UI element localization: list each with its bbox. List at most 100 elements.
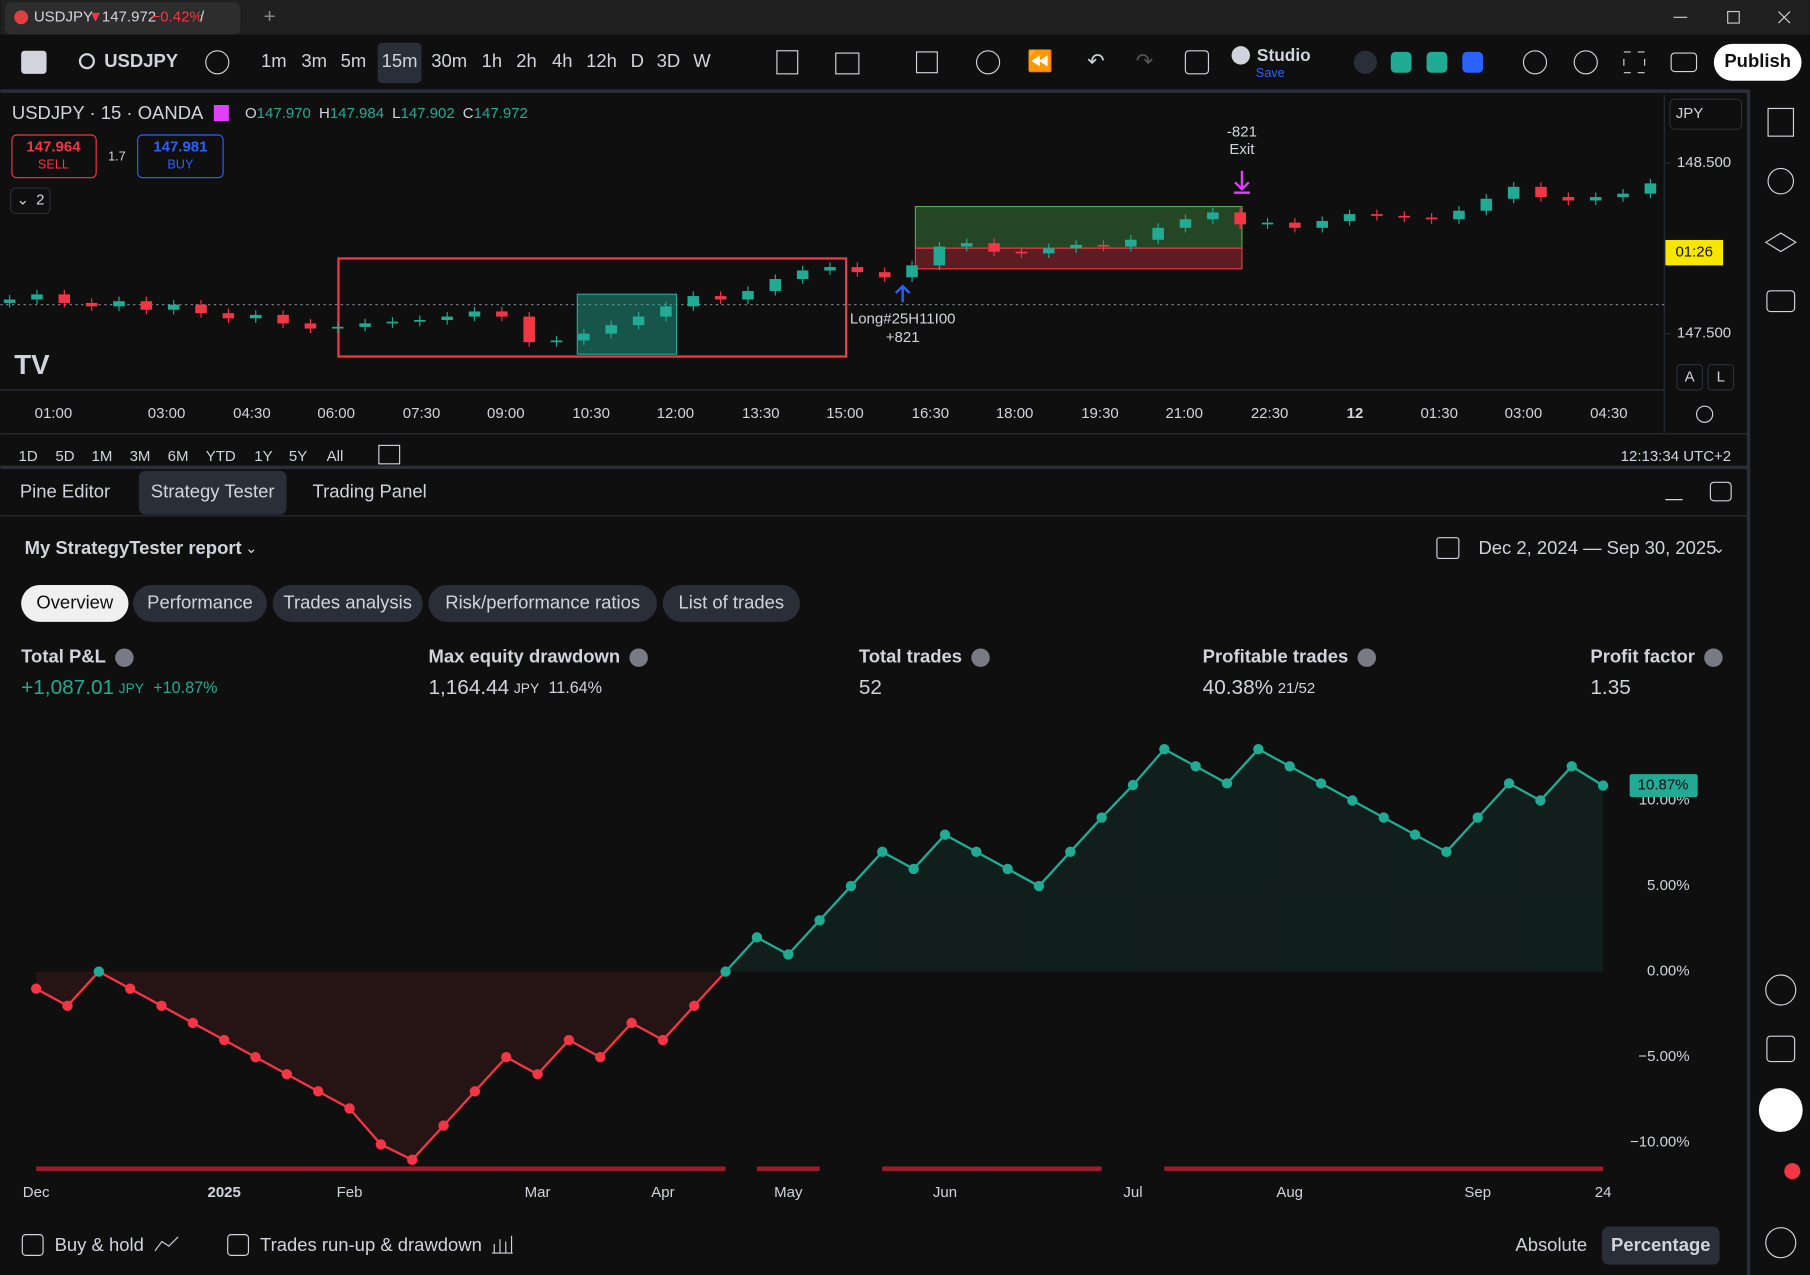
- buy-price[interactable]: 147.981: [153, 139, 207, 156]
- performance[interactable]: [1765, 974, 1797, 1006]
- runup[interactable]: Trades run-up & drawdown: [260, 1234, 482, 1255]
- active-tab-bg[interactable]: [138, 470, 287, 515]
- interval[interactable]: 30m: [431, 50, 467, 71]
- range-button[interactable]: 3M: [130, 448, 151, 465]
- calendar[interactable]: [1766, 1035, 1796, 1063]
- compare-button[interactable]: [205, 50, 230, 75]
- sell-label[interactable]: SELL: [38, 157, 69, 171]
- runup-checkbox[interactable]: [227, 1234, 250, 1256]
- sell-button[interactable]: [11, 134, 97, 179]
- toolbar-symbol[interactable]: USDJPY: [104, 50, 179, 71]
- layouts[interactable]: [915, 51, 938, 74]
- interval[interactable]: 2h: [516, 50, 537, 71]
- notifications[interactable]: [1784, 1163, 1801, 1180]
- maximize-panel[interactable]: [1709, 481, 1732, 502]
- interval[interactable]: 15m: [382, 50, 418, 71]
- buy-hold-checkbox[interactable]: [21, 1234, 44, 1256]
- range-button[interactable]: 6M: [168, 448, 189, 465]
- percentage[interactable]: Percentage: [1611, 1234, 1711, 1255]
- publish[interactable]: Publish: [1724, 50, 1791, 71]
- subtab[interactable]: Performance: [147, 591, 253, 612]
- help[interactable]: [1765, 1227, 1797, 1259]
- toggle-1[interactable]: [1390, 51, 1412, 73]
- interval[interactable]: 1m: [261, 50, 287, 71]
- subtab[interactable]: Risk/performance ratios: [445, 591, 640, 612]
- range-button[interactable]: 5D: [55, 448, 74, 465]
- alerts[interactable]: [1767, 167, 1795, 195]
- settings[interactable]: [1353, 50, 1377, 74]
- flag[interactable]: [213, 105, 229, 122]
- apps[interactable]: [1758, 1088, 1803, 1132]
- axis-settings[interactable]: [1695, 405, 1714, 423]
- interval[interactable]: 1h: [482, 50, 503, 71]
- info-icon[interactable]: [629, 648, 648, 667]
- subtab-bg[interactable]: [21, 585, 129, 622]
- info-icon[interactable]: [1704, 648, 1723, 667]
- subtab[interactable]: List of trades: [679, 591, 785, 612]
- buy-label[interactable]: BUY: [167, 157, 194, 171]
- info-icon[interactable]: [1357, 648, 1377, 667]
- interval[interactable]: 12h: [586, 50, 617, 71]
- log-label[interactable]: L: [1717, 368, 1725, 385]
- quick-search[interactable]: [1522, 50, 1548, 75]
- panel-tab[interactable]: Pine Editor: [20, 481, 110, 502]
- subtab-bg[interactable]: [133, 585, 267, 622]
- screenshot[interactable]: [1670, 52, 1698, 73]
- report-title[interactable]: My StrategyTester report: [25, 537, 242, 558]
- chart-type[interactable]: [776, 50, 799, 75]
- interval[interactable]: W: [693, 50, 711, 71]
- menu-logo[interactable]: [21, 50, 47, 74]
- settings-2[interactable]: [1573, 50, 1598, 75]
- toggle-2[interactable]: [1426, 51, 1448, 73]
- sell-price[interactable]: 147.964: [26, 139, 81, 156]
- subtab[interactable]: Overview: [36, 591, 114, 612]
- undo[interactable]: ↶: [1087, 50, 1104, 73]
- range-button[interactable]: 1M: [92, 448, 113, 465]
- studio[interactable]: Studio: [1257, 45, 1311, 65]
- range-button[interactable]: 1D: [18, 448, 37, 465]
- range-button[interactable]: All: [327, 448, 344, 465]
- tv-logo[interactable]: TV: [14, 349, 50, 380]
- subtab[interactable]: Trades analysis: [283, 591, 412, 612]
- buy-hold[interactable]: Buy & hold: [55, 1234, 144, 1255]
- interval[interactable]: 3m: [301, 50, 327, 71]
- subtab-bg[interactable]: [272, 585, 423, 622]
- currency-select[interactable]: [1669, 98, 1743, 130]
- subtab-bg[interactable]: [662, 585, 800, 622]
- range-button[interactable]: 1Y: [254, 448, 272, 465]
- rectangle-tool[interactable]: [1184, 50, 1210, 75]
- interval[interactable]: 3D: [657, 50, 681, 71]
- absolute[interactable]: Absolute: [1515, 1234, 1587, 1255]
- interval[interactable]: D: [631, 50, 644, 71]
- subtab-bg[interactable]: [428, 585, 657, 622]
- publish-button[interactable]: [1713, 43, 1802, 81]
- redo[interactable]: ↷: [1136, 50, 1153, 73]
- layers[interactable]: [1764, 232, 1797, 253]
- save[interactable]: Save: [1256, 66, 1285, 80]
- log-scale[interactable]: [1707, 364, 1735, 391]
- fullscreen[interactable]: [1623, 51, 1646, 74]
- date-range-icon[interactable]: [378, 444, 401, 465]
- range-button[interactable]: 5Y: [289, 448, 307, 465]
- indicators-count[interactable]: 2: [36, 192, 44, 209]
- toggle-3[interactable]: [1462, 51, 1484, 73]
- range-button[interactable]: YTD: [206, 448, 236, 465]
- interval[interactable]: 5m: [341, 50, 367, 71]
- browser-tab[interactable]: [5, 2, 241, 35]
- chat[interactable]: [1766, 290, 1796, 313]
- buy-button[interactable]: [137, 134, 224, 179]
- panel-tab[interactable]: Strategy Tester: [151, 481, 275, 502]
- percentage-button[interactable]: [1601, 1226, 1720, 1265]
- replay[interactable]: ⏪: [1027, 49, 1053, 73]
- panel-tab[interactable]: Trading Panel: [313, 481, 427, 502]
- indicators[interactable]: [835, 52, 860, 75]
- auto-scale[interactable]: [1676, 364, 1703, 391]
- indicators-toggle[interactable]: [10, 187, 51, 215]
- info-icon[interactable]: [115, 648, 134, 667]
- search-icon[interactable]: [78, 53, 96, 70]
- maximize[interactable]: [1727, 10, 1740, 24]
- close[interactable]: [1778, 11, 1791, 24]
- auto-label[interactable]: A: [1685, 368, 1695, 385]
- active-interval-bg[interactable]: [377, 42, 422, 84]
- watchlist[interactable]: [1767, 107, 1795, 137]
